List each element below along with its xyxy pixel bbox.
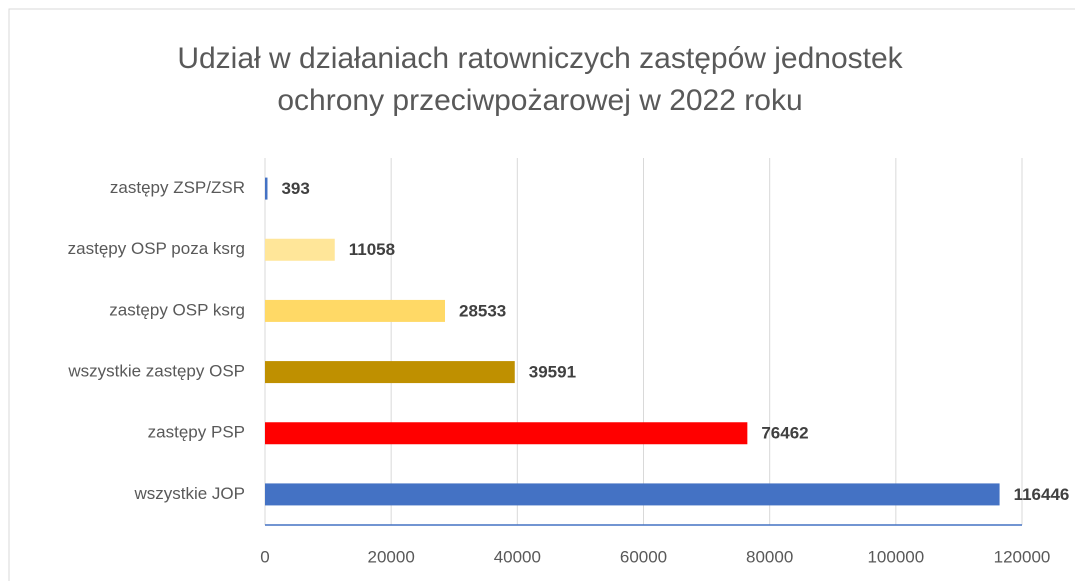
data-label: 393 (281, 179, 309, 198)
bar (265, 177, 268, 200)
y-tick-label: wszystkie zastępy OSP (67, 362, 245, 381)
bar (265, 422, 748, 445)
x-tick-label: 40000 (494, 547, 541, 566)
x-tick-label: 100000 (867, 547, 924, 566)
bar (265, 483, 1000, 506)
chart-title: ochrony przeciwpożarowej w 2022 roku (277, 84, 802, 117)
y-tick-label: zastępy PSP (148, 423, 245, 442)
y-tick-label: wszystkie JOP (133, 484, 245, 503)
x-tick-label: 20000 (368, 547, 415, 566)
data-label: 76462 (761, 424, 808, 443)
y-tick-label: zastępy ZSP/ZSR (110, 178, 245, 197)
bar (265, 361, 515, 384)
data-label: 11058 (349, 240, 395, 259)
x-tick-label: 0 (260, 547, 269, 566)
x-tick-label: 80000 (746, 547, 793, 566)
bar (265, 299, 445, 322)
x-tick-label: 60000 (620, 547, 667, 566)
data-label: 116446 (1014, 485, 1070, 504)
bar (265, 238, 335, 261)
chart-title: Udział w działaniach ratowniczych zastęp… (177, 42, 903, 75)
y-tick-label: zastępy OSP poza ksrg (68, 239, 245, 258)
data-label: 28533 (459, 301, 506, 320)
x-tick-label: 120000 (994, 547, 1051, 566)
data-label: 39591 (529, 363, 576, 382)
y-tick-label: zastępy OSP ksrg (109, 300, 245, 319)
